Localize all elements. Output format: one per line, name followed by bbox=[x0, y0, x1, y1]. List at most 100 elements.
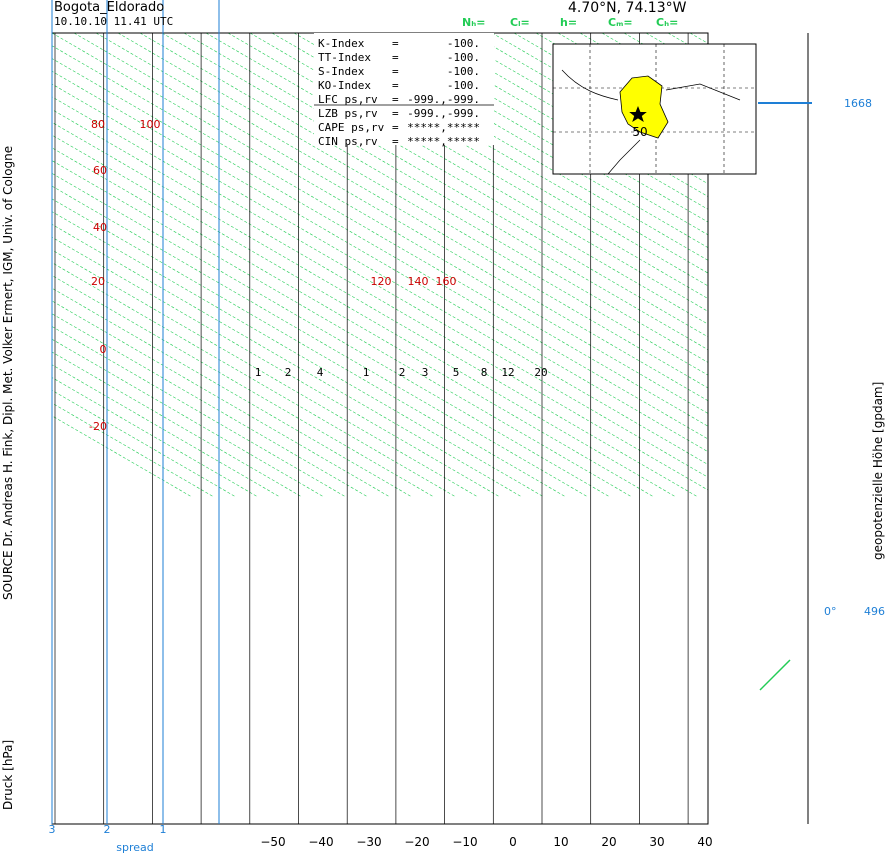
saturation-line bbox=[52, 377, 259, 498]
theta-label: 60 bbox=[93, 164, 107, 177]
saturation-line bbox=[52, 415, 193, 498]
saturation-line bbox=[52, 185, 589, 498]
mixing-ratio-label: 1 bbox=[363, 366, 370, 379]
saturation-line bbox=[52, 389, 237, 498]
saturation-line bbox=[52, 236, 501, 498]
temp-tick-label: 10 bbox=[553, 835, 568, 849]
saturation-line bbox=[52, 287, 413, 498]
index-value: -999.,-999. bbox=[407, 93, 480, 106]
saturation-line bbox=[52, 109, 708, 491]
saturation-line bbox=[52, 249, 479, 498]
index-eq: = bbox=[392, 135, 399, 148]
mixing-ratio-label: 1 bbox=[255, 366, 262, 379]
spread-label: spread bbox=[116, 841, 154, 854]
cloud-label: Cₘ= bbox=[608, 16, 633, 29]
temp-tick-label: 30 bbox=[649, 835, 664, 849]
indices-box: K-Index = -100. TT-Index = -100. S-Index = -100.… bbox=[314, 33, 494, 148]
saturation-line bbox=[52, 262, 457, 498]
temp-tick-label: 20 bbox=[601, 835, 616, 849]
cloud-label: Cₗ= bbox=[510, 16, 530, 29]
tropopause-height: 1668 bbox=[844, 97, 872, 110]
index-eq: = bbox=[392, 79, 399, 92]
mixing-ratio-label: 2 bbox=[399, 366, 406, 379]
spread-tick: 2 bbox=[104, 823, 111, 836]
saturation-line bbox=[52, 134, 677, 498]
index-eq: = bbox=[392, 93, 399, 106]
mixing-ratio-label: 5 bbox=[453, 366, 460, 379]
temp-tick-label: −10 bbox=[452, 835, 477, 849]
index-eq: = bbox=[392, 107, 399, 120]
saturation-line bbox=[52, 121, 699, 498]
saturation-line bbox=[52, 70, 708, 453]
source-label: SOURCE Dr. Andreas H. Fink, Dipl. Met. V… bbox=[1, 146, 15, 600]
index-name: LFC ps,rv bbox=[318, 93, 378, 106]
temp-tick-label: −20 bbox=[404, 835, 429, 849]
theta-label: 20 bbox=[91, 275, 105, 288]
temp-tick-label: 0 bbox=[509, 835, 517, 849]
theta-label: 0 bbox=[100, 343, 107, 356]
zero-level-label: 0° bbox=[824, 605, 837, 618]
pressure-axis-title: Druck [hPa] bbox=[1, 740, 15, 810]
index-name: CIN ps,rv bbox=[318, 135, 378, 148]
saturation-line bbox=[52, 402, 215, 498]
saturation-line bbox=[52, 147, 655, 498]
index-value: -100. bbox=[447, 37, 480, 50]
index-name: KO-Index bbox=[318, 79, 371, 92]
map-label: 50 bbox=[632, 125, 647, 139]
index-eq: = bbox=[392, 65, 399, 78]
saturation-line bbox=[52, 364, 281, 498]
spread-tick: 3 bbox=[49, 823, 56, 836]
saturation-line bbox=[52, 351, 303, 498]
index-value: -100. bbox=[447, 65, 480, 78]
saturation-line bbox=[249, 33, 708, 299]
saturation-line bbox=[227, 33, 708, 312]
spread-tick: 1 bbox=[160, 823, 167, 836]
saturation-line bbox=[161, 33, 708, 351]
index-name: S-Index bbox=[318, 65, 365, 78]
saturation-line bbox=[52, 313, 369, 498]
saturation-line bbox=[95, 33, 708, 389]
saturation-line bbox=[52, 198, 567, 498]
theta-label: 80 bbox=[91, 118, 105, 131]
saturation-line bbox=[52, 275, 435, 498]
saturation-line bbox=[73, 33, 708, 402]
saturation-line bbox=[52, 58, 708, 440]
saturation-line bbox=[52, 300, 391, 498]
saturation-line bbox=[117, 33, 708, 376]
zero-level-height: 496 bbox=[864, 605, 885, 618]
saturation-line bbox=[52, 224, 523, 498]
locator-map: 50 bbox=[552, 43, 757, 175]
saturation-line bbox=[52, 33, 708, 414]
coords: 4.70°N, 74.13°W bbox=[568, 0, 687, 16]
index-value: -999.,-999. bbox=[407, 107, 480, 120]
theta-e-label: 120 bbox=[371, 275, 392, 288]
station-star bbox=[629, 106, 647, 122]
mixing-ratio-label: 20 bbox=[534, 366, 547, 379]
index-name: TT-Index bbox=[318, 51, 371, 64]
coastline bbox=[561, 69, 741, 175]
saturation-line bbox=[205, 33, 708, 325]
index-name: CAPE ps,rv bbox=[318, 121, 385, 134]
saturation-line bbox=[52, 160, 633, 498]
temp-tick-label: 40 bbox=[697, 835, 712, 849]
theta-e-label: 160 bbox=[436, 275, 457, 288]
theta-label: 100 bbox=[140, 118, 161, 131]
saturation-line bbox=[271, 33, 708, 287]
mixing-ratio-label: 2 bbox=[285, 366, 292, 379]
index-value: -100. bbox=[447, 51, 480, 64]
index-value: *****,***** bbox=[407, 121, 480, 134]
saturation-line bbox=[183, 33, 708, 338]
spread-panel: 3 2 1 spread bbox=[49, 0, 220, 854]
index-eq: = bbox=[392, 37, 399, 50]
wind-barb bbox=[759, 659, 791, 691]
saturation-line bbox=[139, 33, 708, 363]
saturation-line bbox=[52, 173, 611, 498]
index-name: LZB ps,rv bbox=[318, 107, 378, 120]
theta-e-label: 140 bbox=[408, 275, 429, 288]
colombia-shape bbox=[619, 75, 669, 139]
mixing-ratio-label: 8 bbox=[481, 366, 488, 379]
cloud-label: Nₕ= bbox=[462, 16, 485, 29]
cloud-label: Cₕ= bbox=[656, 16, 678, 29]
saturation-line bbox=[52, 96, 708, 478]
